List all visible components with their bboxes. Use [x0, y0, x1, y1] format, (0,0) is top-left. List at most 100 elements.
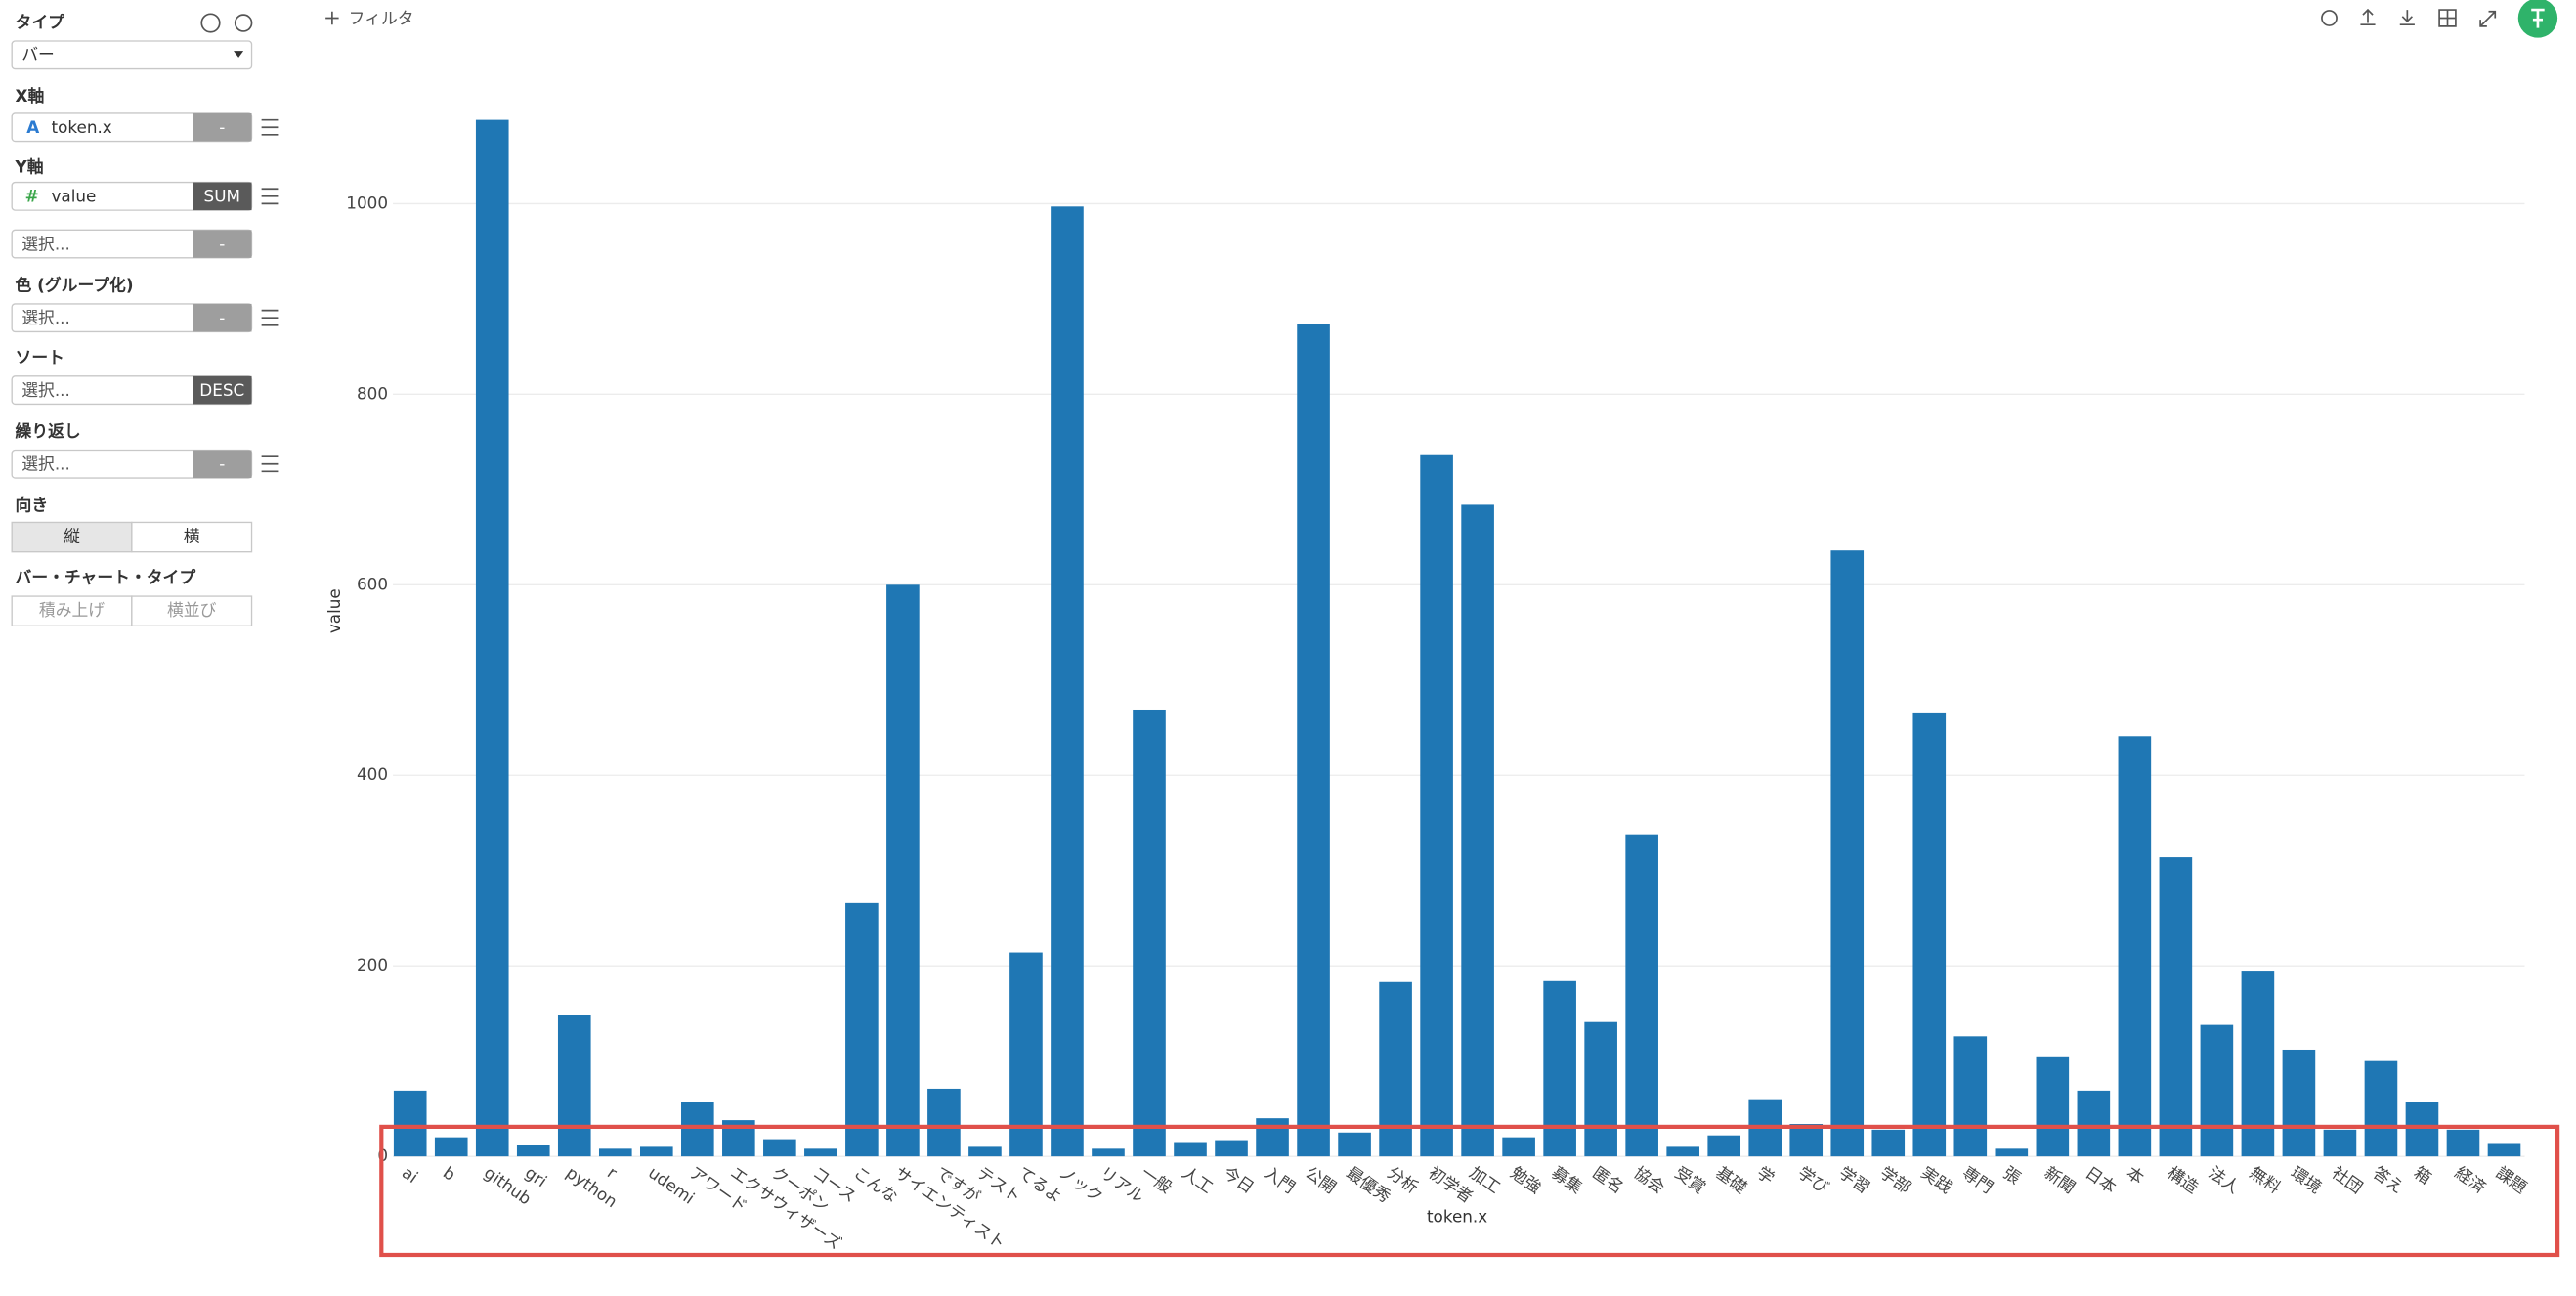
bar [1953, 1036, 1988, 1157]
bar [1461, 504, 1494, 1157]
bar [1133, 709, 1166, 1157]
repeat-label: 繰り返し [16, 421, 81, 441]
y-axis-label: value [324, 588, 344, 633]
bar [681, 1102, 714, 1157]
bar-type-option: 積み上げ [39, 600, 105, 620]
bar-type-grouped[interactable] [131, 595, 253, 626]
pin-icon [2531, 8, 2545, 28]
orientation-label: 向き [16, 496, 49, 515]
y-tick-label: 1000 [346, 193, 388, 212]
y-label: Y軸 [15, 156, 44, 176]
menu-icon[interactable] [261, 188, 279, 205]
color-label: 色 (グループ化) [16, 275, 134, 294]
dropdown-arrow [234, 51, 244, 58]
menu-icon[interactable] [261, 455, 279, 473]
bar [1174, 1142, 1207, 1157]
bar [927, 1088, 961, 1157]
bar [886, 584, 920, 1157]
orientation-option: 縦 [64, 527, 80, 546]
bar [1871, 1129, 1906, 1157]
menu-icon[interactable] [261, 309, 279, 326]
bar [1009, 952, 1043, 1157]
orientation-vertical[interactable] [11, 521, 133, 553]
comment-icon[interactable] [2321, 10, 2338, 26]
x-field-name: token.x [52, 117, 112, 137]
orientation-horizontal[interactable] [131, 521, 253, 553]
x-axis-label: token.x [1427, 1206, 1487, 1226]
type-select[interactable] [11, 40, 253, 70]
menu-icon[interactable] [261, 118, 279, 136]
table-icon[interactable] [2438, 9, 2457, 27]
bar [968, 1146, 1002, 1157]
extra-agg-button[interactable] [193, 230, 252, 258]
bar [557, 1015, 591, 1157]
bar-type-stacked[interactable] [11, 595, 133, 626]
bar [2118, 736, 2152, 1157]
bar [1912, 712, 1947, 1157]
bar-type-label: バー・チャート・タイプ [16, 568, 196, 587]
upload-icon[interactable] [2360, 8, 2376, 26]
bar [640, 1146, 673, 1157]
bar [2405, 1102, 2439, 1157]
color-agg: - [219, 308, 225, 327]
bar [1543, 980, 1576, 1157]
bar [1420, 454, 1453, 1157]
bar [434, 1137, 468, 1157]
bar [2323, 1129, 2357, 1157]
x-icon: A [26, 117, 39, 137]
bar [1995, 1148, 2029, 1157]
bar [2159, 857, 2193, 1157]
bar [804, 1148, 837, 1157]
color-agg-button[interactable] [193, 303, 252, 332]
x-label: X軸 [16, 86, 45, 106]
extra-select-text: 選択... [21, 234, 70, 253]
bar [598, 1148, 632, 1157]
bar [1830, 550, 1865, 1157]
bar [516, 1145, 550, 1157]
repeat-select-text: 選択... [21, 454, 70, 474]
repeat-agg: - [219, 454, 225, 474]
filter-button[interactable]: フィルタ [349, 8, 414, 27]
help-icon[interactable] [200, 13, 221, 33]
bar [2200, 1024, 2234, 1157]
x-agg-button[interactable] [193, 112, 252, 142]
y-tick-label: 800 [357, 383, 388, 403]
type-value: バー [21, 44, 55, 64]
orientation-option: 横 [184, 527, 200, 546]
sort-order: DESC [199, 380, 244, 400]
type-label: タイプ [16, 13, 65, 32]
y-tick-label: 200 [357, 955, 388, 974]
bar [475, 119, 509, 1157]
plus-icon[interactable] [325, 11, 339, 25]
sort-order-button[interactable] [193, 375, 252, 405]
bar [2282, 1049, 2316, 1157]
bar [1297, 324, 1330, 1157]
bar [845, 902, 879, 1157]
bar [2077, 1090, 2111, 1157]
y-agg-button[interactable] [193, 182, 252, 211]
bar [1051, 206, 1084, 1157]
highlight-box [379, 1124, 2560, 1258]
sort-label: ソート [16, 347, 64, 367]
color-select-text: 選択... [21, 308, 70, 327]
bar [1707, 1135, 1741, 1157]
y-tick-label: 600 [357, 574, 388, 593]
bar [1502, 1137, 1535, 1157]
extra-agg: - [219, 234, 225, 253]
bar [1625, 834, 1658, 1157]
sidebar: タイプ バー X軸 A token.x - Y軸 # value SUM 選択.… [11, 13, 279, 626]
bar [1379, 981, 1412, 1157]
repeat-agg-button[interactable] [193, 450, 252, 479]
bar [1666, 1146, 1699, 1157]
sort-select-text: 選択... [21, 380, 70, 400]
settings-icon[interactable] [234, 14, 253, 32]
bar [393, 1090, 427, 1157]
bar [1789, 1124, 1824, 1157]
toolbar: フィルタ [325, 0, 2558, 38]
bar [1338, 1132, 1371, 1157]
bar [2446, 1129, 2480, 1157]
expand-icon[interactable] [2479, 10, 2497, 27]
bar [2364, 1060, 2398, 1157]
download-icon[interactable] [2399, 10, 2415, 26]
bar [1092, 1148, 1125, 1157]
